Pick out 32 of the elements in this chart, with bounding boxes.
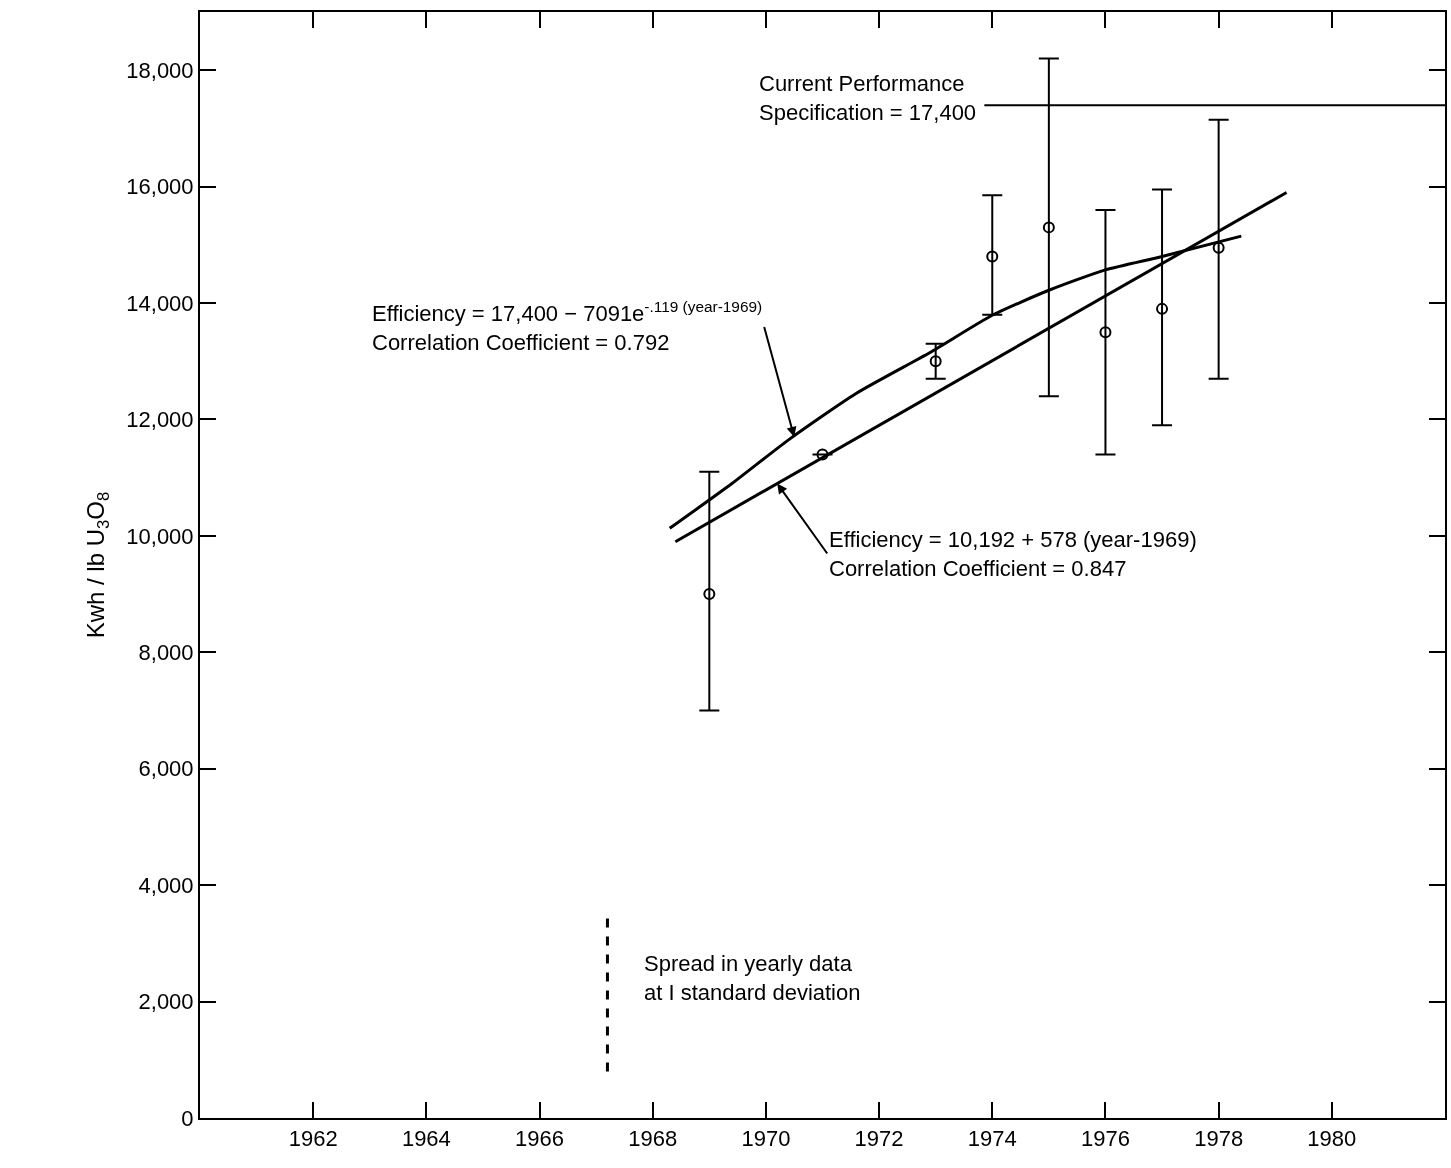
y-tick-label: 8,000 [138, 640, 194, 666]
x-tick-label: 1978 [1194, 1126, 1244, 1152]
point [1099, 326, 1112, 339]
y-tick-label: 6,000 [138, 756, 194, 782]
y-tick-label: 0 [181, 1105, 194, 1131]
x-tick-label: 1962 [288, 1126, 338, 1152]
x-tick-label: 1964 [401, 1126, 451, 1152]
x-tick-label: 1976 [1080, 1126, 1130, 1152]
point [929, 355, 942, 368]
point [1156, 302, 1169, 315]
point [703, 588, 716, 601]
x-tick-label: 1966 [515, 1126, 565, 1152]
x-tick-label: 1970 [741, 1126, 791, 1152]
x-tick-label: 1972 [854, 1126, 904, 1152]
y-tick-label: 12,000 [126, 407, 194, 433]
point [986, 250, 999, 263]
annotation: Efficiency = 17,400 − 7091e$^{-.119 (year-1969)}$ Correlation Coefficient = 0.792 [372, 298, 763, 355]
point [1042, 221, 1055, 234]
annotation: Spread in yearly data at I standard deviation [644, 951, 861, 1005]
y-tick-label: 14,000 [126, 290, 194, 316]
x-tick-label: 1974 [967, 1126, 1017, 1152]
x-tick-label: 1980 [1307, 1126, 1357, 1152]
ref-line-label: Current Performance Specification = 17,400 [759, 71, 977, 125]
annotation: Efficiency = 10,192 + 578 (year-1969) Correlation Coefficient = 0.847 [829, 527, 1197, 581]
y-tick-label: 16,000 [126, 174, 194, 200]
y-tick-label: 10,000 [126, 523, 194, 549]
x-tick-label: 1968 [628, 1126, 678, 1152]
point [816, 448, 829, 461]
point [1212, 241, 1225, 254]
y-tick-label: 18,000 [126, 57, 194, 83]
y-tick-label: 2,000 [138, 989, 194, 1015]
y-tick-label: 4,000 [138, 872, 194, 898]
